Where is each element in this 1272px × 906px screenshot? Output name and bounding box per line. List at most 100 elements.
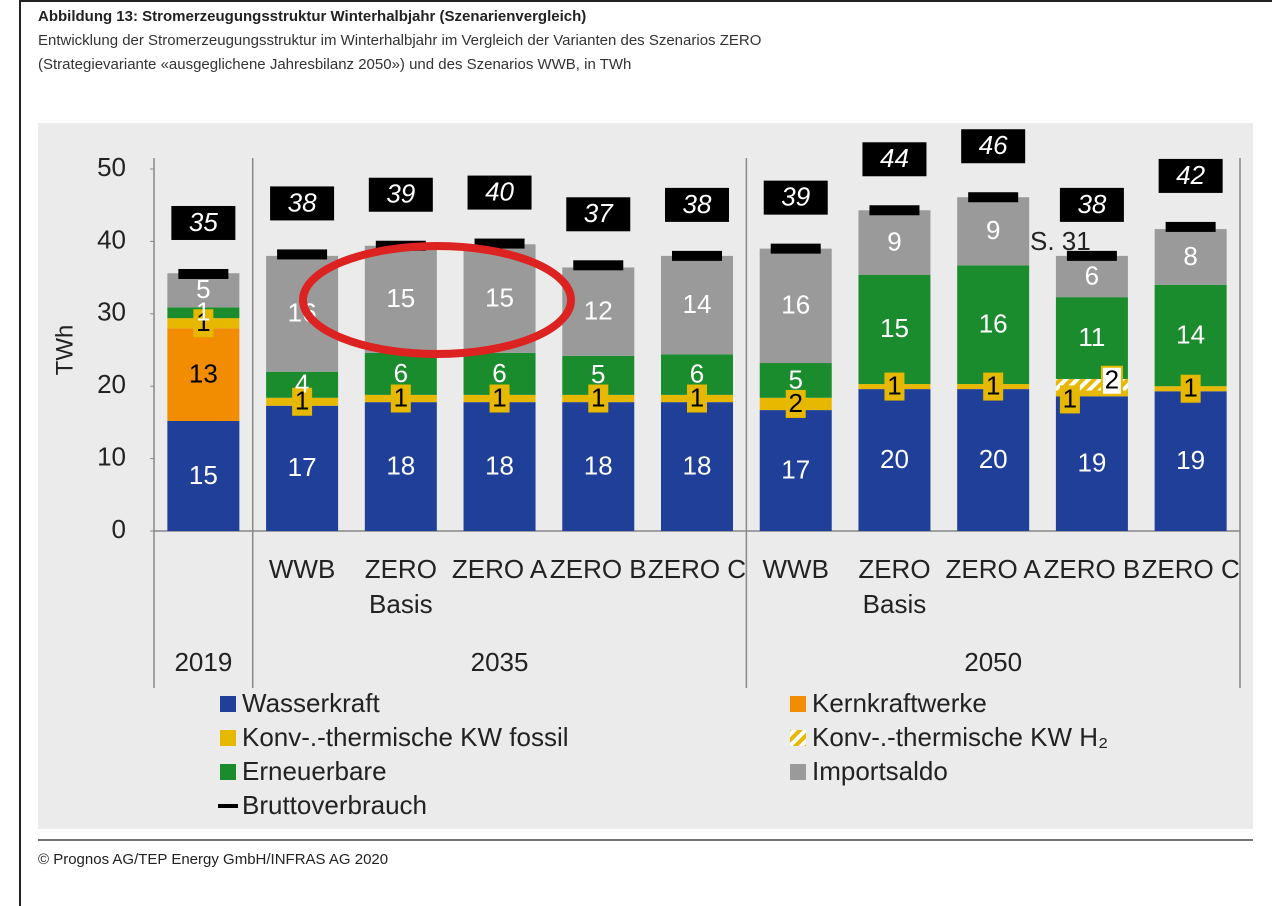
data-label: 20 (979, 444, 1008, 474)
data-label: 19 (1077, 448, 1106, 478)
bar-segment (1055, 390, 1128, 397)
data-label: 17 (288, 452, 317, 482)
total-marker (178, 268, 229, 279)
data-label: 1 (1183, 373, 1197, 403)
data-label: 1 (295, 386, 309, 416)
label-box (884, 372, 905, 401)
data-label: 18 (386, 450, 415, 480)
data-label: 18 (683, 450, 712, 480)
subtitle: (Strategievariante «ausgeglichene Jahres… (38, 56, 632, 73)
y-tick-label: 30 (97, 297, 126, 327)
total-marker (573, 260, 624, 271)
data-label: 9 (887, 226, 901, 256)
total-marker (1165, 221, 1216, 232)
data-label: 8 (1183, 241, 1197, 271)
y-tick-label: 10 (97, 441, 126, 471)
data-label: 6 (394, 358, 408, 388)
legend-label: Kernkraftwerke (812, 688, 987, 718)
total-label: 37 (584, 198, 614, 228)
total-marker (672, 250, 722, 261)
data-label: 13 (189, 358, 218, 388)
data-label: 1 (196, 307, 210, 337)
data-label: 2 (788, 388, 802, 418)
group-label: 2050 (964, 647, 1022, 677)
bar-segment (562, 402, 635, 531)
label-box (489, 384, 510, 413)
x-tick-label: ZERO Basis (858, 554, 931, 619)
total-label: 38 (288, 187, 317, 217)
legend-marker (220, 730, 236, 746)
data-label: 14 (683, 289, 712, 319)
x-tick-label: ZERO A (451, 554, 548, 584)
total-label-box (862, 142, 927, 177)
bar-segment (266, 405, 339, 531)
data-label: 1 (394, 382, 408, 412)
x-tick-label: WWB (268, 554, 336, 584)
data-label: 16 (781, 290, 810, 320)
legend-marker (790, 764, 806, 780)
group-label: 2035 (471, 647, 529, 677)
data-label: 6 (492, 358, 506, 388)
data-label: 1 (492, 382, 506, 412)
bar-segment (661, 402, 733, 531)
bar-segment (266, 255, 339, 372)
legend-label: Erneuerbare (242, 756, 387, 786)
data-label: 15 (880, 313, 909, 343)
label-box (983, 372, 1004, 401)
total-label-box (270, 186, 335, 221)
data-label: 18 (584, 450, 613, 480)
data-label: 14 (1176, 319, 1205, 349)
bar-segment (759, 410, 832, 531)
total-marker (770, 243, 821, 254)
total-label-box (763, 180, 828, 215)
total-label: 42 (1176, 160, 1205, 190)
total-label-box (961, 129, 1026, 164)
bar-segment (1154, 229, 1227, 285)
x-tick-label: ZERO A (945, 554, 1041, 584)
bar-segment (661, 255, 733, 355)
bar-segment (858, 210, 931, 275)
data-label: 15 (485, 282, 514, 312)
bar-segment (957, 197, 1030, 266)
data-label: 5 (788, 364, 802, 394)
x-tick-label: ZERO B (549, 554, 647, 584)
total-label: 46 (979, 130, 1008, 160)
data-label: 1 (1063, 383, 1077, 413)
bar-segment (1154, 284, 1227, 387)
data-label: 5 (591, 359, 605, 389)
y-tick-label: 40 (97, 224, 126, 254)
total-marker (1066, 250, 1117, 261)
total-label: 40 (485, 176, 514, 206)
bar-segment (1055, 396, 1128, 531)
legend-label: Konv-.-thermische KW H₂ (812, 722, 1108, 752)
label-box (1180, 374, 1201, 403)
legend-marker (218, 804, 238, 808)
bar-segment (1055, 297, 1128, 379)
data-label: 6 (1085, 260, 1099, 290)
total-marker (277, 249, 328, 260)
bar-segment (463, 402, 536, 531)
x-tick-label: WWB (762, 554, 829, 584)
total-marker (968, 192, 1019, 203)
chart-title: Abbildung 13: Stromerzeugungsstruktur Wi… (38, 8, 587, 25)
data-label: 16 (979, 309, 1008, 339)
total-label: 35 (189, 207, 218, 237)
bar-segment (1055, 255, 1128, 298)
highlight-ellipse (299, 242, 575, 358)
data-label: 6 (690, 358, 704, 388)
total-marker (474, 238, 525, 249)
y-axis-label: TWh (51, 325, 78, 376)
legend-marker (220, 696, 236, 712)
data-label: 1 (986, 370, 1000, 400)
legend-label: Konv-.-thermische KW fossil (242, 722, 569, 752)
label-box (390, 384, 411, 413)
chart-background (38, 123, 1253, 829)
source: © Prognos AG/TEP Energy GmbH/INFRAS AG 2… (38, 851, 389, 868)
group-label: 2019 (174, 647, 232, 677)
label-box (687, 384, 707, 413)
label-box (1100, 365, 1123, 396)
total-label-box (171, 205, 236, 240)
legend-marker (220, 764, 236, 780)
bar-segment (957, 265, 1030, 385)
